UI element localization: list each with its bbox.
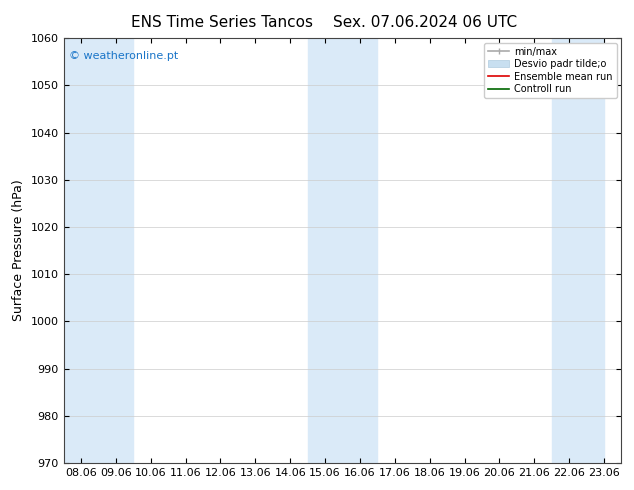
Legend: min/max, Desvio padr tilde;o, Ensemble mean run, Controll run: min/max, Desvio padr tilde;o, Ensemble m… xyxy=(484,43,617,98)
Text: ENS Time Series Tancos: ENS Time Series Tancos xyxy=(131,15,313,30)
Text: Sex. 07.06.2024 06 UTC: Sex. 07.06.2024 06 UTC xyxy=(333,15,517,30)
Bar xyxy=(552,38,604,463)
Y-axis label: Surface Pressure (hPa): Surface Pressure (hPa) xyxy=(12,180,25,321)
Text: © weatheronline.pt: © weatheronline.pt xyxy=(69,51,178,61)
Bar xyxy=(307,38,377,463)
Bar xyxy=(63,38,133,463)
